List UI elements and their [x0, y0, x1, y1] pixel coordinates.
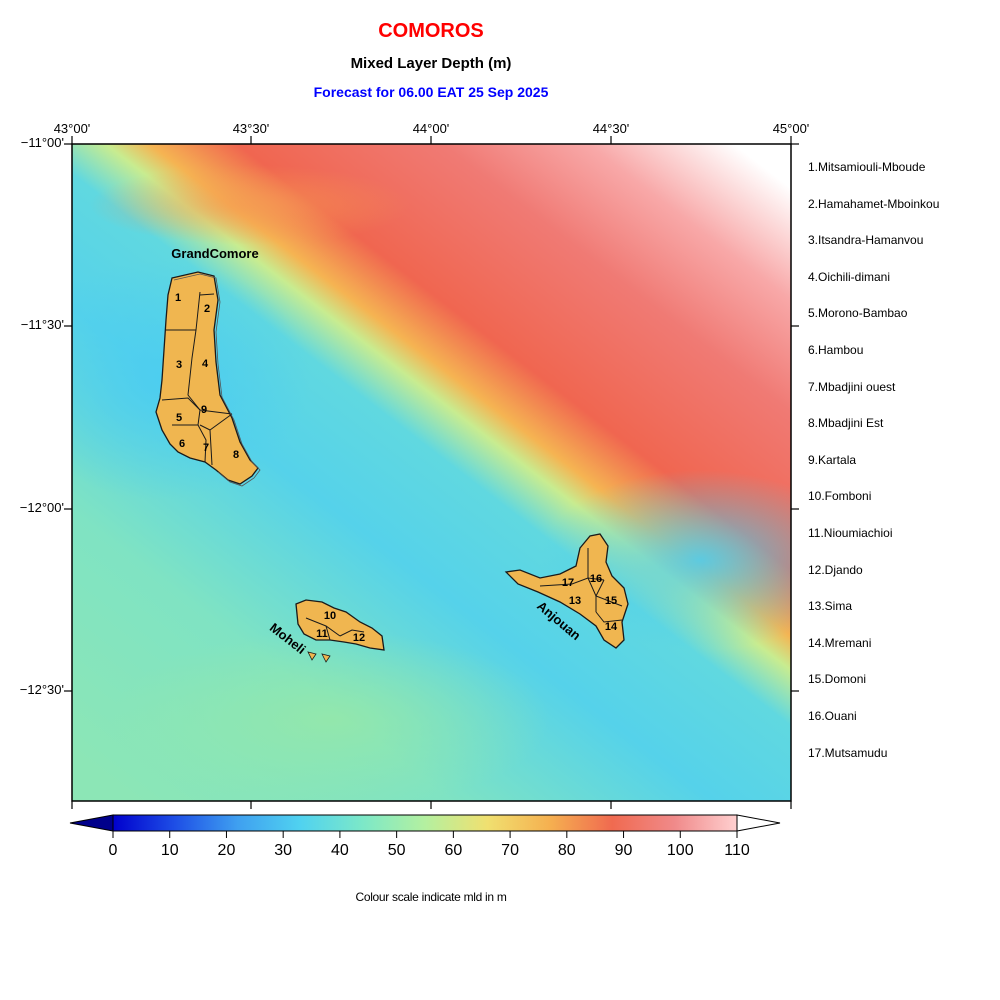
legend-item: 13.Sima — [808, 599, 853, 614]
legend-item: 12.Djando — [808, 562, 863, 577]
legend-item: 8.Mbadjini Est — [808, 416, 884, 431]
colorbar-tick-label: 100 — [666, 842, 694, 859]
region-number: 11 — [316, 628, 328, 640]
legend-item: 15.Domoni — [808, 672, 867, 687]
lat-tick-label: −11°30' — [20, 317, 64, 332]
legend-item: 9.Kartala — [808, 452, 857, 467]
legend-item: 16.Ouani — [808, 708, 857, 723]
colorbar-tick-label: 60 — [444, 842, 463, 859]
legend-item: 5.Morono-Bambao — [808, 306, 908, 321]
colorbar-tick-label: 90 — [614, 842, 633, 859]
colorbar-tick-label: 80 — [557, 842, 576, 859]
colorbar-tick-label: 110 — [724, 842, 750, 859]
region-number: 6 — [179, 438, 185, 450]
lon-tick-label: 44°30' — [592, 121, 630, 136]
colorbar — [69, 814, 781, 838]
colorbar-tick-label: 30 — [274, 842, 293, 859]
colorbar-tick-label: 50 — [387, 842, 406, 859]
legend-item: 4.Oichili-dimani — [808, 269, 891, 284]
colorbar-caption: Colour scale indicate mld in m — [355, 890, 507, 904]
colorbar-over-arrow — [736, 814, 781, 832]
map-frame — [64, 136, 799, 809]
region-number: 17 — [562, 577, 574, 589]
colorbar-tick-label: 20 — [217, 842, 236, 859]
mld-field — [72, 144, 791, 801]
map-subtitle: Mixed Layer Depth (m) — [350, 55, 512, 72]
colorbar-tick-label: 10 — [160, 842, 179, 859]
region-number: 10 — [324, 610, 336, 622]
region-number: 1 — [175, 292, 181, 304]
lon-tick-label: 45°00' — [772, 121, 810, 136]
region-number: 2 — [204, 303, 210, 315]
region-number: 3 — [176, 359, 182, 371]
region-number: 15 — [605, 595, 617, 607]
moheli-island — [295, 599, 385, 663]
legend-item: 17.Mutsamudu — [808, 745, 888, 760]
legend-item: 11.Nioumiachioi — [808, 525, 893, 540]
lat-tick-label: −12°30' — [19, 682, 64, 697]
region-number: 7 — [203, 442, 209, 454]
legend-item: 7.Mbadjini ouest — [808, 379, 896, 394]
region-number: 12 — [353, 632, 365, 644]
region-numbers: 1 2 3 4 5 6 7 8 9 10 11 12 13 14 15 16 1… — [175, 292, 618, 644]
region-number: 4 — [202, 358, 209, 370]
region-legend: 1.Mitsamiouli-Mboude 2.Hamahamet-Mboinko… — [808, 158, 998, 780]
anjouan-island — [504, 533, 629, 649]
lat-tick-label: −12°00' — [19, 500, 64, 515]
colorbar-tick-label: 40 — [331, 842, 349, 859]
region-number: 9 — [201, 404, 207, 416]
lon-tick-label: 43°30' — [232, 121, 270, 136]
legend-item: 14.Mremani — [808, 635, 872, 650]
grande-comore-coast-shadow — [173, 273, 261, 487]
legend-item: 10.Fomboni — [808, 489, 872, 504]
colorbar-tick-label: 70 — [501, 842, 519, 859]
region-number: 5 — [176, 412, 182, 424]
colorbar-bar — [112, 814, 738, 832]
lon-tick-label: 44°00' — [412, 121, 450, 136]
colorbar-ticks — [112, 831, 738, 838]
region-number: 8 — [233, 449, 239, 461]
lon-tick-label: 43°00' — [53, 121, 91, 136]
island-label-grande-comore: GrandComore — [171, 246, 258, 261]
colorbar-under-arrow — [69, 814, 114, 832]
lat-tick-label: −11°00' — [20, 135, 64, 150]
region-number: 13 — [569, 595, 581, 607]
legend-item: 2.Hamahamet-Mboinkou — [808, 196, 940, 211]
legend-item: 3.Itsandra-Hamanvou — [808, 233, 924, 248]
forecast-time: Forecast for 06.00 EAT 25 Sep 2025 — [313, 84, 549, 100]
legend-item: 1.Mitsamiouli-Mboude — [808, 160, 926, 174]
legend-item: 6.Hambou — [808, 342, 864, 357]
map-title: COMOROS — [378, 20, 484, 42]
colorbar-tick-label: 0 — [108, 842, 118, 859]
region-number: 16 — [590, 573, 602, 585]
region-number: 14 — [605, 621, 618, 633]
